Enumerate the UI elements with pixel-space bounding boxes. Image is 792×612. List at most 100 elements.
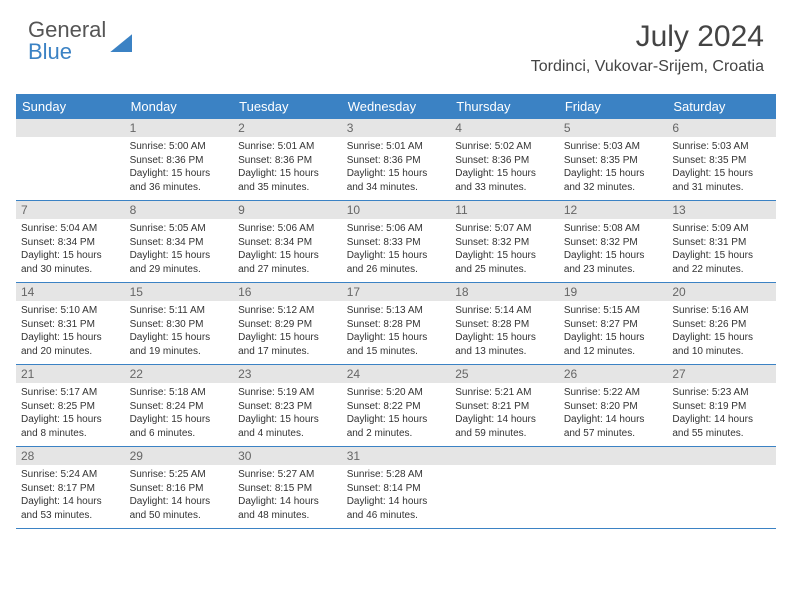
sunset-text: Sunset: 8:14 PM xyxy=(347,482,446,496)
sunset-text: Sunset: 8:17 PM xyxy=(21,482,120,496)
calendar-body: 1Sunrise: 5:00 AMSunset: 8:36 PMDaylight… xyxy=(16,119,776,529)
day-number xyxy=(16,119,125,137)
day-body: Sunrise: 5:07 AMSunset: 8:32 PMDaylight:… xyxy=(450,219,559,282)
day-cell: 27Sunrise: 5:23 AMSunset: 8:19 PMDayligh… xyxy=(667,365,776,447)
day-body: Sunrise: 5:05 AMSunset: 8:34 PMDaylight:… xyxy=(125,219,234,282)
sunset-text: Sunset: 8:20 PM xyxy=(564,400,663,414)
brand-logo: General Blue xyxy=(28,20,132,64)
day-cell: 9Sunrise: 5:06 AMSunset: 8:34 PMDaylight… xyxy=(233,201,342,283)
sunset-text: Sunset: 8:19 PM xyxy=(672,400,771,414)
day-body: Sunrise: 5:15 AMSunset: 8:27 PMDaylight:… xyxy=(559,301,668,364)
daylight-text: Daylight: 15 hours and 30 minutes. xyxy=(21,249,120,276)
day-header-row: Sunday Monday Tuesday Wednesday Thursday… xyxy=(16,94,776,119)
sunrise-text: Sunrise: 5:06 AM xyxy=(347,222,446,236)
daylight-text: Daylight: 14 hours and 46 minutes. xyxy=(347,495,446,522)
daylight-text: Daylight: 15 hours and 23 minutes. xyxy=(564,249,663,276)
day-body: Sunrise: 5:24 AMSunset: 8:17 PMDaylight:… xyxy=(16,465,125,528)
day-header: Friday xyxy=(559,94,668,119)
day-number: 4 xyxy=(450,119,559,137)
day-cell: 11Sunrise: 5:07 AMSunset: 8:32 PMDayligh… xyxy=(450,201,559,283)
daylight-text: Daylight: 15 hours and 17 minutes. xyxy=(238,331,337,358)
day-body: Sunrise: 5:27 AMSunset: 8:15 PMDaylight:… xyxy=(233,465,342,528)
day-cell xyxy=(667,447,776,529)
sunset-text: Sunset: 8:28 PM xyxy=(347,318,446,332)
day-body xyxy=(16,137,125,147)
day-body: Sunrise: 5:09 AMSunset: 8:31 PMDaylight:… xyxy=(667,219,776,282)
sunrise-text: Sunrise: 5:12 AM xyxy=(238,304,337,318)
daylight-text: Daylight: 15 hours and 33 minutes. xyxy=(455,167,554,194)
sunset-text: Sunset: 8:34 PM xyxy=(130,236,229,250)
daylight-text: Daylight: 14 hours and 55 minutes. xyxy=(672,413,771,440)
brand-part2: Blue xyxy=(28,39,72,64)
day-body: Sunrise: 5:11 AMSunset: 8:30 PMDaylight:… xyxy=(125,301,234,364)
day-body: Sunrise: 5:08 AMSunset: 8:32 PMDaylight:… xyxy=(559,219,668,282)
daylight-text: Daylight: 14 hours and 50 minutes. xyxy=(130,495,229,522)
daylight-text: Daylight: 15 hours and 36 minutes. xyxy=(130,167,229,194)
day-number: 19 xyxy=(559,283,668,301)
sunset-text: Sunset: 8:29 PM xyxy=(238,318,337,332)
day-cell: 8Sunrise: 5:05 AMSunset: 8:34 PMDaylight… xyxy=(125,201,234,283)
day-number: 6 xyxy=(667,119,776,137)
day-cell: 25Sunrise: 5:21 AMSunset: 8:21 PMDayligh… xyxy=(450,365,559,447)
month-title: July 2024 xyxy=(531,20,764,54)
daylight-text: Daylight: 15 hours and 29 minutes. xyxy=(130,249,229,276)
sunrise-text: Sunrise: 5:11 AM xyxy=(130,304,229,318)
sunset-text: Sunset: 8:36 PM xyxy=(347,154,446,168)
day-body: Sunrise: 5:21 AMSunset: 8:21 PMDaylight:… xyxy=(450,383,559,446)
sunrise-text: Sunrise: 5:19 AM xyxy=(238,386,337,400)
day-cell: 31Sunrise: 5:28 AMSunset: 8:14 PMDayligh… xyxy=(342,447,451,529)
day-header: Sunday xyxy=(16,94,125,119)
day-number: 17 xyxy=(342,283,451,301)
day-header: Wednesday xyxy=(342,94,451,119)
sunrise-text: Sunrise: 5:23 AM xyxy=(672,386,771,400)
day-cell: 24Sunrise: 5:20 AMSunset: 8:22 PMDayligh… xyxy=(342,365,451,447)
day-number: 22 xyxy=(125,365,234,383)
sunset-text: Sunset: 8:36 PM xyxy=(455,154,554,168)
day-body: Sunrise: 5:18 AMSunset: 8:24 PMDaylight:… xyxy=(125,383,234,446)
day-cell xyxy=(16,119,125,201)
daylight-text: Daylight: 15 hours and 22 minutes. xyxy=(672,249,771,276)
sunset-text: Sunset: 8:16 PM xyxy=(130,482,229,496)
sunrise-text: Sunrise: 5:03 AM xyxy=(564,140,663,154)
day-number: 31 xyxy=(342,447,451,465)
daylight-text: Daylight: 15 hours and 12 minutes. xyxy=(564,331,663,358)
day-body: Sunrise: 5:16 AMSunset: 8:26 PMDaylight:… xyxy=(667,301,776,364)
day-body: Sunrise: 5:06 AMSunset: 8:33 PMDaylight:… xyxy=(342,219,451,282)
sunset-text: Sunset: 8:31 PM xyxy=(21,318,120,332)
day-body: Sunrise: 5:20 AMSunset: 8:22 PMDaylight:… xyxy=(342,383,451,446)
day-number xyxy=(559,447,668,465)
day-cell: 6Sunrise: 5:03 AMSunset: 8:35 PMDaylight… xyxy=(667,119,776,201)
day-cell: 30Sunrise: 5:27 AMSunset: 8:15 PMDayligh… xyxy=(233,447,342,529)
day-header: Saturday xyxy=(667,94,776,119)
day-number: 24 xyxy=(342,365,451,383)
sunrise-text: Sunrise: 5:10 AM xyxy=(21,304,120,318)
day-number: 14 xyxy=(16,283,125,301)
day-cell: 1Sunrise: 5:00 AMSunset: 8:36 PMDaylight… xyxy=(125,119,234,201)
week-row: 28Sunrise: 5:24 AMSunset: 8:17 PMDayligh… xyxy=(16,447,776,529)
day-cell: 5Sunrise: 5:03 AMSunset: 8:35 PMDaylight… xyxy=(559,119,668,201)
day-body: Sunrise: 5:13 AMSunset: 8:28 PMDaylight:… xyxy=(342,301,451,364)
day-cell: 28Sunrise: 5:24 AMSunset: 8:17 PMDayligh… xyxy=(16,447,125,529)
sunrise-text: Sunrise: 5:05 AM xyxy=(130,222,229,236)
sunrise-text: Sunrise: 5:22 AM xyxy=(564,386,663,400)
day-body: Sunrise: 5:03 AMSunset: 8:35 PMDaylight:… xyxy=(667,137,776,200)
location-label: Tordinci, Vukovar-Srijem, Croatia xyxy=(531,58,764,76)
day-cell: 2Sunrise: 5:01 AMSunset: 8:36 PMDaylight… xyxy=(233,119,342,201)
day-body: Sunrise: 5:06 AMSunset: 8:34 PMDaylight:… xyxy=(233,219,342,282)
sunrise-text: Sunrise: 5:13 AM xyxy=(347,304,446,318)
day-cell: 3Sunrise: 5:01 AMSunset: 8:36 PMDaylight… xyxy=(342,119,451,201)
sunset-text: Sunset: 8:24 PM xyxy=(130,400,229,414)
sail-icon xyxy=(110,34,132,52)
day-cell: 16Sunrise: 5:12 AMSunset: 8:29 PMDayligh… xyxy=(233,283,342,365)
day-cell: 4Sunrise: 5:02 AMSunset: 8:36 PMDaylight… xyxy=(450,119,559,201)
sunset-text: Sunset: 8:30 PM xyxy=(130,318,229,332)
sunset-text: Sunset: 8:27 PM xyxy=(564,318,663,332)
day-cell xyxy=(450,447,559,529)
sunset-text: Sunset: 8:25 PM xyxy=(21,400,120,414)
day-number: 23 xyxy=(233,365,342,383)
day-number: 15 xyxy=(125,283,234,301)
day-body: Sunrise: 5:28 AMSunset: 8:14 PMDaylight:… xyxy=(342,465,451,528)
sunset-text: Sunset: 8:26 PM xyxy=(672,318,771,332)
sunset-text: Sunset: 8:31 PM xyxy=(672,236,771,250)
daylight-text: Daylight: 15 hours and 26 minutes. xyxy=(347,249,446,276)
